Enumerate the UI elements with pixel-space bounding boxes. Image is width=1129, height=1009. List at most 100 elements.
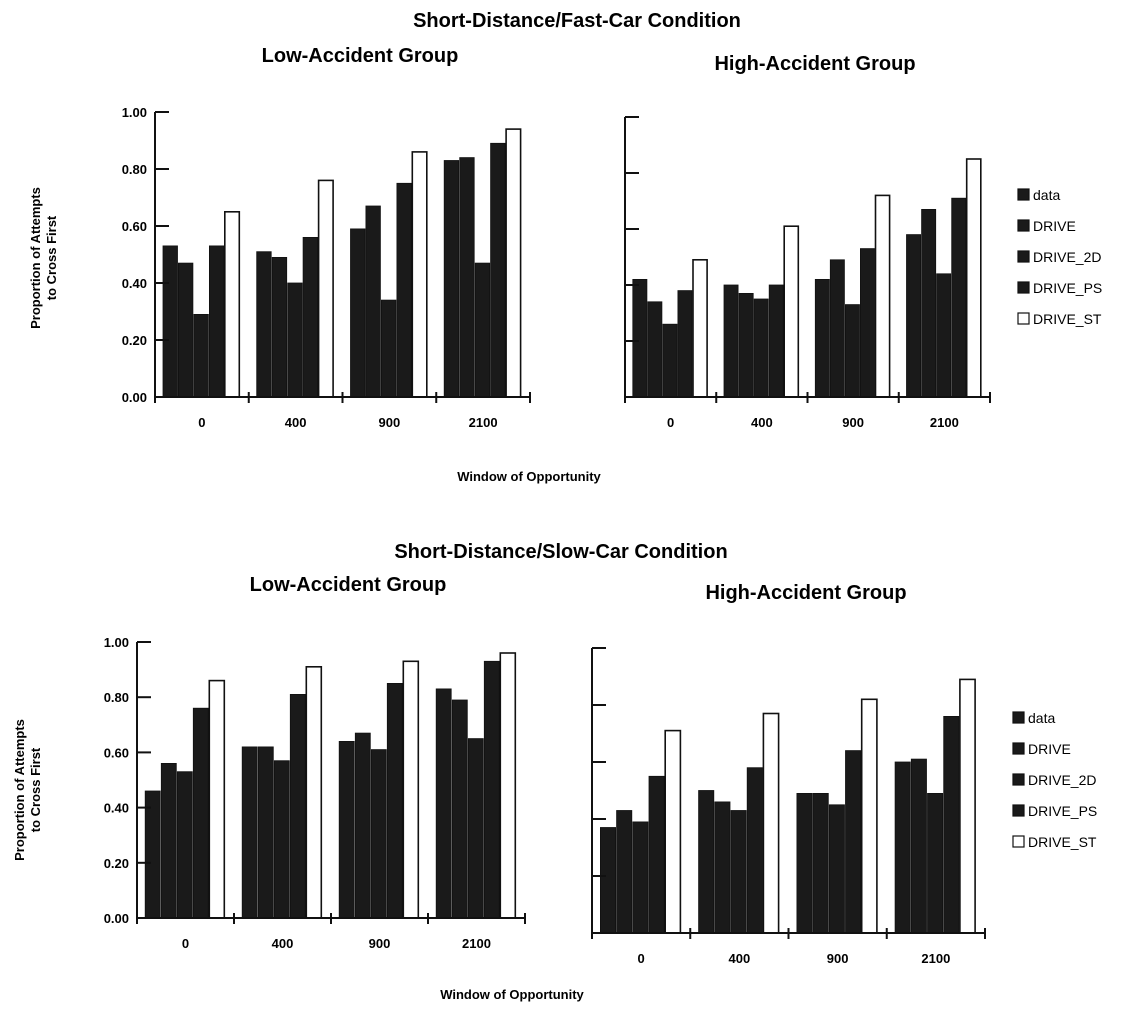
bar-drive-2d-2100 <box>927 793 944 934</box>
x-tick-label: 2100 <box>469 415 498 430</box>
bar-drive-st-400 <box>783 225 800 398</box>
bar-drive-st-400 <box>317 179 334 398</box>
x-tick-label: 400 <box>729 951 751 966</box>
legend-label: DRIVE <box>1028 741 1071 757</box>
bar-drive-2d-2100 <box>467 738 484 919</box>
bar-drive-st-0 <box>208 679 226 919</box>
legend-label: DRIVE_2D <box>1033 249 1101 265</box>
legend-swatch <box>1017 312 1030 325</box>
bar-drive-2d-2100 <box>474 262 491 398</box>
y-tick-label: 0.80 <box>122 162 147 177</box>
bar-data-900 <box>350 228 366 398</box>
bar-drive-st-900 <box>402 660 420 919</box>
bar-drive-900 <box>365 205 381 398</box>
bar-drive-2d-0 <box>176 771 193 919</box>
bar-drive-st-2100 <box>965 158 982 398</box>
x-tick-label: 0 <box>198 415 205 430</box>
y-tick-label: 1.00 <box>104 635 129 650</box>
bar-drive-400 <box>257 746 274 919</box>
y-axis-label-line2-slow: to Cross First <box>28 747 43 832</box>
x-tick-label: 0 <box>182 936 189 951</box>
bar-drive-st-400 <box>305 665 323 919</box>
bar-drive-st-900 <box>874 194 891 398</box>
group-title-high-accident-fast: High-Accident Group <box>714 53 915 75</box>
bar-drive-st-2100 <box>499 652 517 919</box>
y-tick-label: 0.20 <box>104 856 129 871</box>
bar-data-2100 <box>894 761 911 934</box>
legend-label: DRIVE_PS <box>1033 280 1102 296</box>
bar-drive-ps-900 <box>845 750 862 934</box>
legend-swatch <box>1012 742 1025 755</box>
chart-low-accident-fast: 0.00 0.20 0.40 0.60 0.80 1.00 0 400 900 2100 <box>122 105 531 430</box>
x-tick-label: 900 <box>842 415 864 430</box>
legend-swatch <box>1012 804 1025 817</box>
chart-high-accident-fast: 0 400 900 2100 <box>624 116 991 430</box>
y-tick-label: 0.20 <box>122 333 147 348</box>
bar-drive-400 <box>738 292 754 398</box>
bar-drive-2d-900 <box>370 749 387 919</box>
bar-drive-st-0 <box>224 211 241 398</box>
y-tick-label: 1.00 <box>122 105 147 120</box>
bar-drive-2100 <box>451 699 468 919</box>
y-tick-label: 0.60 <box>122 219 147 234</box>
bar-data-900 <box>814 278 830 398</box>
legend-label: DRIVE_2D <box>1028 772 1096 788</box>
group-title-high-accident-slow: High-Accident Group <box>705 582 906 604</box>
x-tick-label: 900 <box>827 951 849 966</box>
bar-data-0 <box>144 790 161 919</box>
y-axis-label-line1-slow: Proportion of Attempts <box>12 719 27 861</box>
x-tick-label: 900 <box>379 415 401 430</box>
bar-drive-2d-0 <box>662 323 678 398</box>
bar-drive-ps-400 <box>746 767 763 934</box>
x-tick-label: 2100 <box>462 936 491 951</box>
legend-swatch <box>1017 188 1030 201</box>
bar-drive-2d-900 <box>380 299 397 398</box>
x-axis-label-slow: Window of Opportunity <box>440 987 584 1002</box>
x-tick-label: 400 <box>272 936 294 951</box>
bar-drive-st-2100 <box>959 678 976 934</box>
bar-drive-2d-400 <box>273 760 290 919</box>
bar-drive-0 <box>647 301 663 398</box>
bar-drive-0 <box>160 763 177 919</box>
legend-swatch <box>1017 281 1030 294</box>
y-tick-label: 0.80 <box>104 690 129 705</box>
bar-drive-ps-2100 <box>951 197 967 398</box>
bar-drive-ps-0 <box>648 775 665 934</box>
bar-drive-2d-400 <box>753 298 769 398</box>
bar-drive-ps-400 <box>768 284 784 398</box>
bar-drive-ps-900 <box>860 248 875 398</box>
bar-data-2100 <box>906 234 922 398</box>
bar-drive-2d-400 <box>287 282 303 398</box>
bar-drive-2d-0 <box>193 313 209 398</box>
y-axis-label-line2-fast: to Cross First <box>44 215 59 300</box>
bar-drive-ps-0 <box>677 290 693 398</box>
chart-high-accident-slow: 0 400 900 2100 <box>591 647 986 966</box>
legend-label: DRIVE_PS <box>1028 803 1097 819</box>
condition-title-fast-car: Short-Distance/Fast-Car Condition <box>413 10 741 32</box>
bar-data-400 <box>256 251 272 398</box>
bar-drive-st-900 <box>860 698 878 934</box>
bar-data-400 <box>241 746 258 919</box>
legend-label: data <box>1033 187 1060 203</box>
legend-swatch <box>1017 219 1030 232</box>
y-tick-label: 0.40 <box>104 801 129 816</box>
bar-drive-2d-900 <box>828 804 845 934</box>
y-tick-label: 0.00 <box>104 911 129 926</box>
legend-swatch <box>1017 250 1030 263</box>
bar-data-400 <box>723 284 739 398</box>
bar-drive-0 <box>616 810 633 934</box>
bar-drive-st-900 <box>411 151 428 398</box>
legend-slow: data DRIVE DRIVE_2D DRIVE_PS DRIVE_ST <box>1012 710 1097 850</box>
legend-swatch <box>1012 773 1025 786</box>
bar-drive-2100 <box>910 758 927 934</box>
bar-drive-ps-400 <box>289 694 306 919</box>
y-tick-label: 0.40 <box>122 276 147 291</box>
x-tick-label: 2100 <box>930 415 959 430</box>
y-tick-label: 0.00 <box>122 390 147 405</box>
bar-drive-st-0 <box>664 729 682 934</box>
bar-drive-ps-2100 <box>483 660 500 919</box>
legend-swatch <box>1012 835 1025 848</box>
bar-drive-ps-900 <box>386 683 403 919</box>
bar-drive-400 <box>271 256 288 398</box>
